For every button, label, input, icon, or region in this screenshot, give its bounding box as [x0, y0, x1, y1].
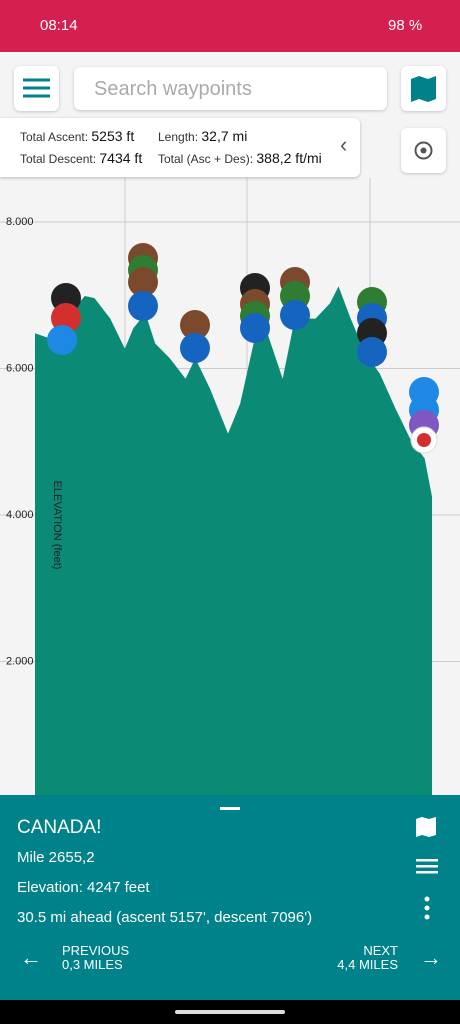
stats-box: Total Ascent: 5253 ft Length: 32,7 mi To… — [0, 118, 360, 177]
y-tick-label: 8.000 — [6, 216, 34, 228]
y-axis-title: ELEVATION (feet) — [51, 481, 63, 570]
home-pill[interactable] — [175, 1010, 285, 1014]
search-box[interactable]: Search waypoints — [74, 67, 387, 110]
next-label: NEXT — [363, 943, 398, 958]
panel-icons[interactable] — [414, 815, 440, 925]
locate-button[interactable] — [401, 128, 446, 173]
next-button[interactable]: NEXT 4,4 MILES — [337, 944, 398, 972]
collapse-arrow[interactable]: ‹ — [340, 132, 348, 157]
clock: 08:14 — [40, 17, 78, 34]
waypoint-title: CANADA! — [17, 817, 102, 838]
stat-value: 388,2 ft/mi — [256, 150, 322, 166]
elevation-area — [35, 286, 432, 795]
prev-button[interactable]: PREVIOUS 0,3 MILES — [62, 944, 129, 972]
elevation: Elevation: 4247 feet — [17, 879, 150, 896]
next-distance: 4,4 MILES — [337, 957, 398, 972]
waypoint-markers — [47, 243, 439, 454]
ahead: 30.5 mi ahead (ascent 5157', descent 709… — [17, 909, 313, 926]
battery: 98 % — [388, 17, 423, 34]
prev-distance: 0,3 MILES — [62, 957, 123, 972]
status-bar: 08:14 98 % — [0, 0, 460, 52]
map-button[interactable] — [401, 66, 446, 111]
stat-value: 5253 ft — [91, 128, 135, 144]
y-tick-label: 2.000 — [6, 655, 34, 667]
stat-label: Total (Asc + Des): — [158, 152, 254, 166]
search-placeholder: Search waypoints — [94, 78, 252, 100]
drag-handle[interactable] — [220, 807, 240, 810]
stat-value: 7434 ft — [99, 150, 143, 166]
y-tick-label: 6.000 — [6, 362, 34, 374]
menu-button[interactable] — [14, 66, 59, 111]
detail-panel: CANADA! Mile 2655,2 Elevation: 4247 feet… — [0, 795, 460, 1000]
stat-label: Total Ascent: — [20, 130, 89, 144]
mile: Mile 2655,2 — [17, 849, 95, 866]
elevation-chart: ELEVATION (feet) 2.000 4.000 6.000 8.000 — [0, 178, 460, 795]
prev-arrow[interactable]: ← — [20, 945, 42, 970]
stat-label: Total Descent: — [20, 152, 97, 166]
next-arrow[interactable]: → — [420, 945, 442, 970]
nav-bar — [0, 1000, 460, 1024]
prev-label: PREVIOUS — [62, 943, 130, 958]
stat-label: Length: — [158, 130, 199, 144]
stat-value: 32,7 mi — [201, 128, 248, 144]
y-tick-label: 4.000 — [6, 509, 34, 521]
